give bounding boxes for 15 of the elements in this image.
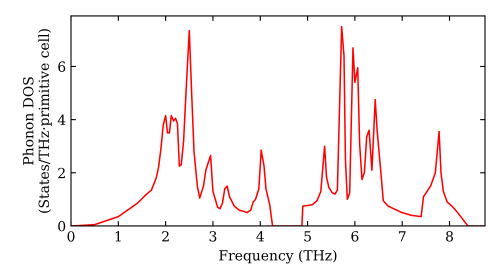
x-tick-label: 1 <box>116 231 121 242</box>
x-tick-label: 4 <box>256 231 264 242</box>
x-axis-title: Frequency (THz) <box>219 250 336 264</box>
y-axis-title: Phonon DOS (States/THz·primitive cell) <box>22 29 52 213</box>
x-tick-label: 8 <box>446 231 453 242</box>
y-tick-label: 2 <box>58 168 65 178</box>
x-tick-label: 3 <box>210 231 216 242</box>
y-tick-label: 4 <box>58 114 66 125</box>
y-tick-label: 6 <box>58 61 66 72</box>
x-tick-label: 2 <box>162 231 169 242</box>
x-tick-label: 0 <box>67 231 74 242</box>
x-tick-label: 6 <box>351 231 358 242</box>
x-tick-label: 5 <box>304 231 311 242</box>
y-tick-label: 0 <box>58 220 66 232</box>
x-tick-label: 7 <box>398 231 406 242</box>
